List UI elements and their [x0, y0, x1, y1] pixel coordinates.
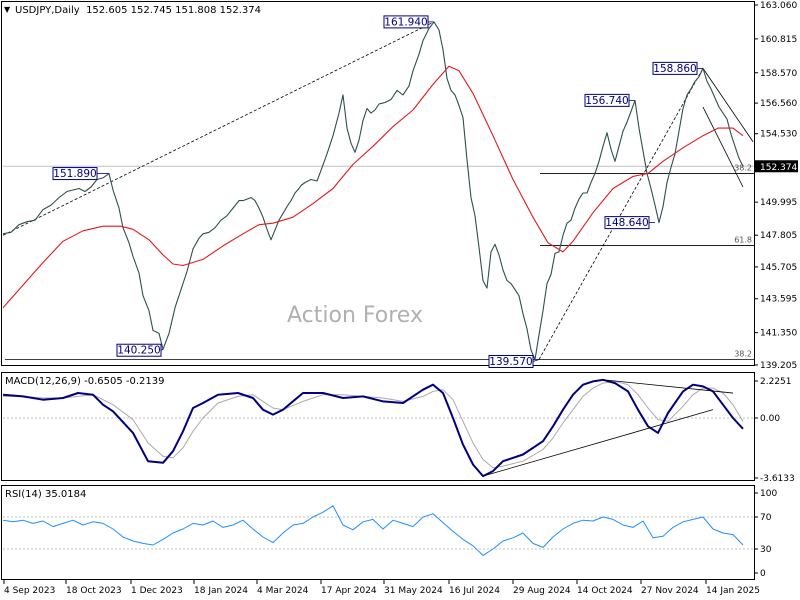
price-axis-label: 143.595 — [760, 295, 797, 305]
macd-axis-label: 2.2251 — [760, 377, 792, 387]
rsi-axis-label: 100 — [760, 489, 777, 499]
trendline — [538, 68, 704, 360]
macd-panel — [1, 372, 755, 481]
x-axis-label: 4 Sep 2023 — [4, 586, 55, 596]
macd-trendline — [602, 379, 734, 394]
price-label: 140.250 — [117, 345, 160, 357]
ma-series-line — [2, 65, 744, 309]
signal-series-line — [3, 380, 744, 469]
fib-level-label: 38.2 — [734, 349, 752, 358]
price-label: 158.860 — [653, 63, 696, 75]
price-label-box — [652, 61, 698, 75]
price-layer: 38.2 61.8 38.2 161.940 151.890 140.250 139.570… — [2, 15, 754, 368]
trendline — [2, 21, 435, 236]
price-axis-label: 156.560 — [760, 99, 797, 109]
x-axis-label: 31 May 2024 — [384, 586, 443, 596]
price-axis-label: 139.205 — [760, 361, 797, 371]
x-axis-label: 17 Apr 2024 — [321, 586, 377, 596]
current-price-label: 152.374 — [760, 163, 797, 173]
price-axis-label: 145.705 — [760, 263, 797, 273]
price-label: 156.740 — [585, 95, 628, 107]
macd-axis-label: 0.00 — [760, 414, 780, 424]
x-axis-label: 16 Jul 2024 — [449, 586, 500, 596]
price-panel — [1, 1, 755, 366]
price-label-box — [116, 343, 162, 357]
macd-axis-label: -3.6133 — [760, 474, 795, 484]
trendline — [702, 106, 744, 188]
watermark: Action Forex — [287, 303, 423, 328]
fib-level-label: 61.8 — [734, 236, 752, 245]
price-header-icon: ▼ — [4, 5, 11, 14]
price-label-box — [584, 93, 630, 107]
rsi-header: RSI(14) 35.0184 — [5, 489, 86, 500]
price-axis-label: 149.995 — [760, 198, 797, 208]
price-axis-label: 163.060 — [760, 1, 797, 11]
trendline — [702, 68, 754, 142]
price-label-box — [604, 216, 650, 230]
price-axis-label: 154.530 — [760, 130, 797, 140]
macd-trendline — [482, 409, 714, 477]
x-axis-label: 18 Oct 2023 — [66, 586, 122, 596]
rsi-axis-label: 70 — [760, 513, 772, 523]
axis-layer: 163.060 160.815 158.570 156.560 154.530 149.9… — [3, 1, 798, 596]
x-axis-label: 27 Nov 2024 — [641, 586, 699, 596]
price-label: 161.940 — [384, 16, 427, 28]
current-price-tag — [755, 160, 798, 173]
x-axis-label: 4 Mar 2024 — [257, 586, 309, 596]
rsi-axis-label: 0 — [760, 569, 766, 579]
rsi-panel — [1, 485, 755, 580]
price-header: USDJPY,Daily 152.605 152.745 151.808 152… — [15, 5, 261, 16]
price-label-box — [383, 15, 429, 29]
price-label: 151.890 — [53, 168, 96, 180]
rsi-layer — [2, 505, 754, 556]
price-label-box — [52, 167, 98, 181]
x-axis-label: 14 Oct 2024 — [577, 586, 633, 596]
macd-layer — [2, 378, 754, 478]
x-axis-label: 14 Jan 2025 — [706, 586, 760, 596]
price-axis-label: 141.350 — [760, 329, 797, 339]
price-label: 148.640 — [605, 217, 648, 229]
fib-level-label: 38.2 — [734, 164, 752, 173]
price-label-box — [488, 354, 534, 368]
rsi-series-line — [2, 505, 744, 556]
macd-header: MACD(12,26,9) -0.6505 -0.2139 — [5, 376, 165, 387]
x-axis-label: 1 Dec 2023 — [131, 586, 183, 596]
price-axis-label: 147.805 — [760, 231, 797, 241]
price-axis-label: 160.815 — [760, 35, 797, 45]
x-axis-label: 29 Aug 2024 — [513, 586, 571, 596]
price-axis-label: 158.570 — [760, 69, 797, 79]
rsi-axis-label: 30 — [760, 545, 772, 555]
x-axis-label: 18 Jan 2024 — [194, 586, 248, 596]
price-label-leader — [532, 359, 540, 362]
price-series-line — [2, 21, 744, 361]
macd-series-line — [2, 378, 744, 478]
price-label: 139.570 — [489, 356, 532, 368]
